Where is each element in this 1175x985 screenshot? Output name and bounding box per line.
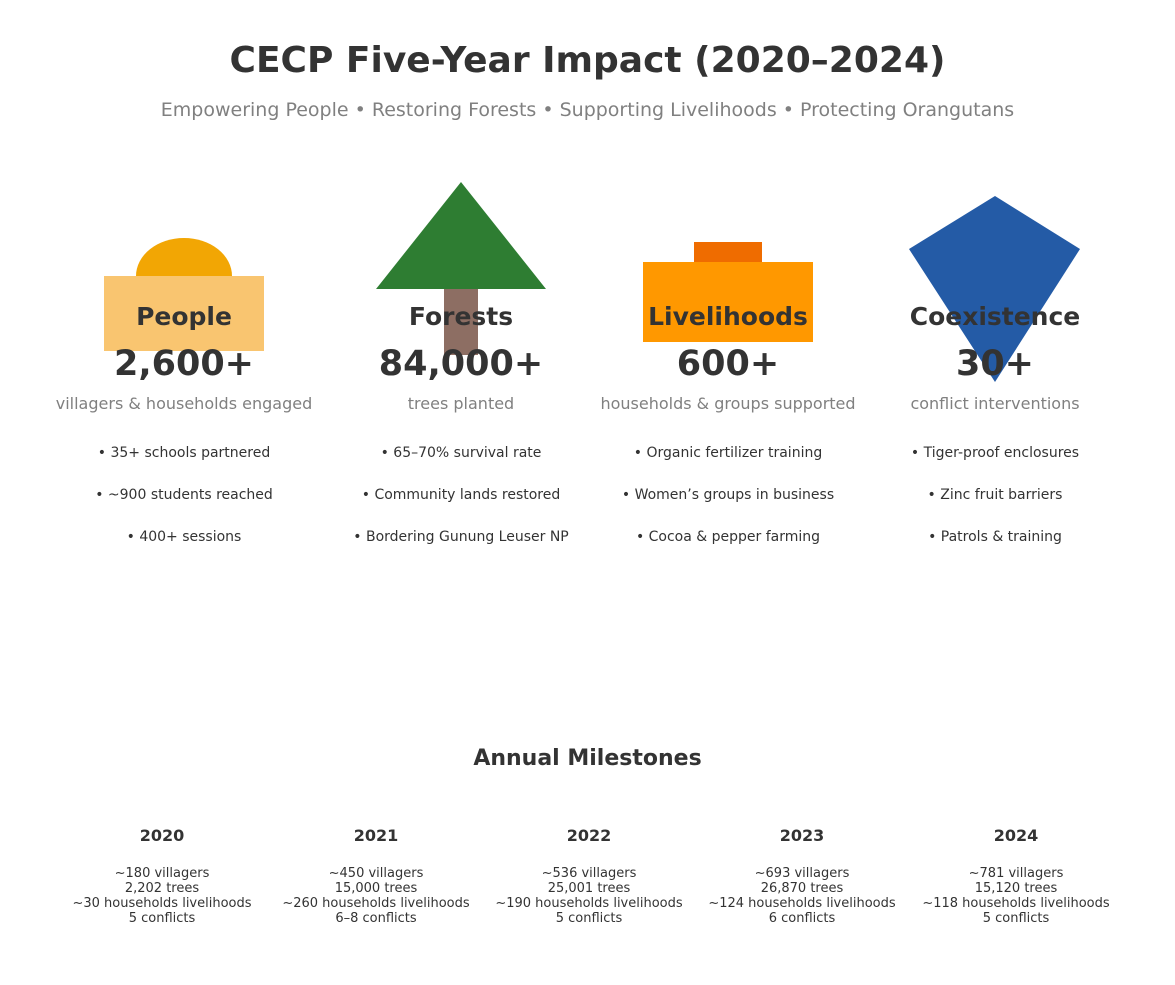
pillar-icons bbox=[104, 182, 1080, 382]
briefcase-body-shape bbox=[643, 262, 813, 342]
pillar-bullet: • Cocoa & pepper farming bbox=[635, 529, 821, 545]
pillar-description: households & groups supported bbox=[600, 394, 856, 413]
tree-trunk-shape bbox=[444, 288, 478, 355]
milestone-year-2020: 2020 ~180 villagers 2,202 trees ~30 hous… bbox=[57, 826, 267, 926]
milestone-year-2023: 2023 ~693 villagers 26,870 trees ~124 ho… bbox=[697, 826, 907, 926]
pillar-description: trees planted bbox=[407, 394, 515, 413]
pillar-bullet: • Bordering Gunung Leuser NP bbox=[353, 529, 569, 545]
milestone-line: 5 conflicts bbox=[128, 911, 196, 926]
pillar-bullet: • Community lands restored bbox=[361, 487, 561, 503]
people-body-shape bbox=[104, 276, 264, 351]
people-icon bbox=[104, 238, 264, 351]
pillar-description: conflict interventions bbox=[910, 394, 1080, 413]
pillar-bullet: • Zinc fruit barriers bbox=[927, 487, 1063, 503]
briefcase-icon bbox=[643, 242, 813, 342]
pillar-value: 30+ bbox=[955, 344, 1035, 384]
pillar-bullet: • Organic fertilizer training bbox=[633, 445, 823, 461]
year-label: 2024 bbox=[993, 826, 1039, 845]
year-label: 2023 bbox=[779, 826, 825, 845]
milestone-line: ~260 households livelihoods bbox=[282, 896, 470, 911]
year-label: 2022 bbox=[566, 826, 612, 845]
milestone-line: 6 conflicts bbox=[768, 911, 836, 926]
milestone-line: 5 conflicts bbox=[982, 911, 1050, 926]
milestone-line: ~30 households livelihoods bbox=[72, 896, 252, 911]
milestone-line: ~180 villagers bbox=[114, 866, 210, 881]
shield-icon bbox=[909, 196, 1080, 382]
milestone-line: ~450 villagers bbox=[328, 866, 424, 881]
briefcase-handle-shape bbox=[694, 242, 762, 263]
year-label: 2020 bbox=[139, 826, 185, 845]
milestone-line: 15,120 trees bbox=[974, 881, 1058, 896]
pillar-name: People bbox=[136, 302, 232, 331]
pillar-bullet: • 65–70% survival rate bbox=[380, 445, 542, 461]
pillar-bullet: • Women’s groups in business bbox=[621, 487, 835, 503]
tree-icon bbox=[376, 182, 546, 355]
milestone-year-2022: 2022 ~536 villagers 25,001 trees ~190 ho… bbox=[484, 826, 694, 926]
milestone-line: 15,000 trees bbox=[334, 881, 418, 896]
pillar-value: 2,600+ bbox=[113, 344, 255, 384]
pillar-name: Livelihoods bbox=[648, 302, 808, 331]
pillar-bullet: • ~900 students reached bbox=[95, 487, 273, 503]
milestone-line: ~536 villagers bbox=[541, 866, 637, 881]
page-title: CECP Five-Year Impact (2020–2024) bbox=[229, 40, 946, 81]
milestone-line: ~190 households livelihoods bbox=[495, 896, 683, 911]
milestone-line: 26,870 trees bbox=[760, 881, 844, 896]
milestones-title: Annual Milestones bbox=[473, 746, 702, 771]
tree-canopy-shape bbox=[376, 182, 546, 289]
milestone-line: ~693 villagers bbox=[754, 866, 850, 881]
pillar-description: villagers & households engaged bbox=[55, 394, 313, 413]
pillar-bullet: • Tiger-proof enclosures bbox=[910, 445, 1080, 461]
shield-shape bbox=[909, 196, 1080, 382]
year-label: 2021 bbox=[353, 826, 399, 845]
milestone-year-2024: 2024 ~781 villagers 15,120 trees ~118 ho… bbox=[911, 826, 1121, 926]
pillar-bullet: • 35+ schools partnered bbox=[97, 445, 271, 461]
milestone-line: ~118 households livelihoods bbox=[922, 896, 1110, 911]
milestone-line: 2,202 trees bbox=[124, 881, 200, 896]
pillar-bullet: • 400+ sessions bbox=[126, 529, 242, 545]
pillar-value: 600+ bbox=[676, 344, 780, 384]
milestone-line: 5 conflicts bbox=[555, 911, 623, 926]
pillar-name: Forests bbox=[408, 302, 514, 331]
page-subtitle: Empowering People • Restoring Forests • … bbox=[160, 99, 1015, 121]
milestone-line: ~124 households livelihoods bbox=[708, 896, 896, 911]
pillar-name: Coexistence bbox=[909, 302, 1081, 331]
pillar-value: 84,000+ bbox=[378, 344, 544, 384]
pillar-bullet: • Patrols & training bbox=[928, 529, 1062, 545]
milestone-line: ~781 villagers bbox=[968, 866, 1064, 881]
milestone-line: 25,001 trees bbox=[547, 881, 631, 896]
milestone-line: 6–8 conflicts bbox=[335, 911, 417, 926]
milestone-year-2021: 2021 ~450 villagers 15,000 trees ~260 ho… bbox=[271, 826, 481, 926]
